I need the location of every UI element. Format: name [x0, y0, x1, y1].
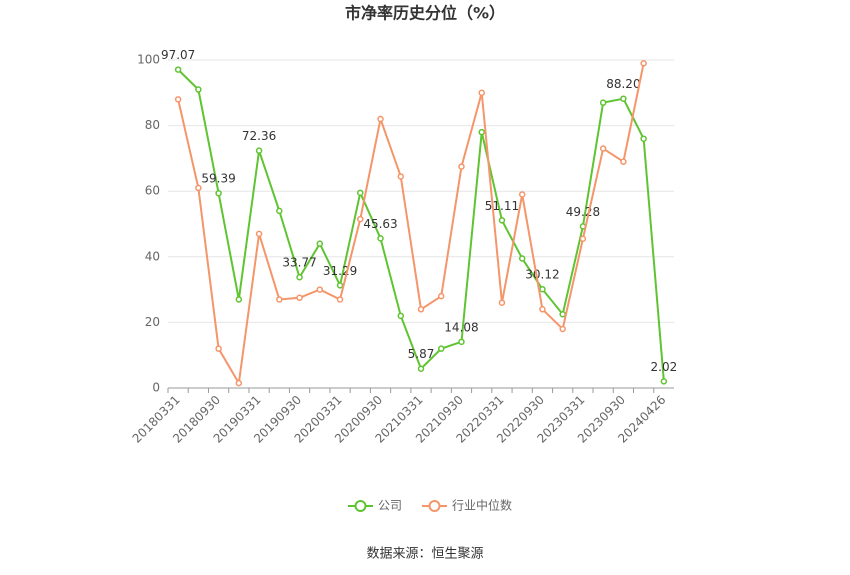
- point: [316, 286, 324, 293]
- point: [518, 191, 526, 198]
- point: [437, 292, 445, 300]
- point: [357, 215, 364, 223]
- point: [174, 96, 182, 103]
- point: [417, 365, 425, 372]
- data-label: 51.11: [485, 199, 519, 213]
- point: [417, 306, 425, 313]
- point: [357, 189, 364, 197]
- point: [660, 378, 668, 385]
- data-label: 72.36: [242, 129, 276, 143]
- data-label: 30.12: [525, 268, 559, 282]
- point: [397, 312, 405, 320]
- point: [397, 173, 405, 180]
- point: [478, 89, 485, 97]
- legend-marker: [428, 500, 441, 512]
- series-line: [177, 63, 645, 387]
- point: [498, 299, 506, 306]
- point: [235, 379, 243, 387]
- data-label: 14.08: [444, 320, 478, 334]
- legend-label: 公司: [378, 499, 402, 513]
- data-label: 2.02: [651, 360, 678, 374]
- point: [195, 86, 202, 93]
- point: [579, 235, 587, 243]
- point: [620, 95, 627, 102]
- y-tick-label: 60: [145, 184, 160, 198]
- point: [215, 189, 222, 197]
- point: [599, 99, 607, 106]
- y-tick-label: 20: [145, 315, 160, 329]
- data-label: 59.39: [201, 172, 235, 186]
- point: [195, 184, 202, 192]
- data-label: 33.77: [282, 256, 316, 270]
- point: [559, 325, 566, 333]
- point: [458, 338, 465, 346]
- point: [458, 163, 465, 170]
- series-line: [177, 68, 665, 382]
- source: 数据来源：恒生聚源: [366, 547, 483, 562]
- y-tick-label: 40: [145, 249, 160, 263]
- data-label: 49.28: [566, 205, 600, 219]
- point: [215, 345, 222, 352]
- data-label: 88.20: [606, 77, 640, 91]
- point: [276, 296, 283, 303]
- point: [539, 285, 546, 293]
- point: [599, 145, 607, 152]
- point: [478, 128, 485, 136]
- point: [296, 294, 303, 302]
- point: [640, 60, 647, 67]
- legend-marker: [354, 500, 367, 512]
- point: [235, 296, 243, 303]
- point: [437, 345, 445, 352]
- point: [276, 207, 283, 215]
- y-tick-label: 0: [152, 381, 160, 395]
- point: [620, 158, 627, 165]
- point: [336, 282, 344, 289]
- data-label: 45.63: [363, 217, 397, 231]
- data-label: 97.07: [161, 48, 195, 62]
- chart-title: 市净率历史分位（%）: [345, 4, 505, 23]
- point: [255, 147, 263, 154]
- data-label: 31.29: [323, 264, 357, 278]
- point: [336, 296, 344, 303]
- point: [498, 217, 506, 224]
- legend-label: 行业中位数: [452, 498, 512, 513]
- point: [377, 115, 384, 123]
- point: [539, 306, 546, 313]
- y-tick-label: 100: [137, 53, 160, 67]
- point: [316, 240, 324, 247]
- point: [174, 66, 182, 73]
- point: [255, 230, 263, 238]
- y-tick-label: 80: [145, 118, 160, 132]
- point: [559, 310, 566, 318]
- point: [296, 273, 303, 281]
- data-label: 5.87: [408, 347, 435, 361]
- point: [518, 255, 526, 262]
- point: [640, 135, 647, 142]
- point: [377, 235, 384, 242]
